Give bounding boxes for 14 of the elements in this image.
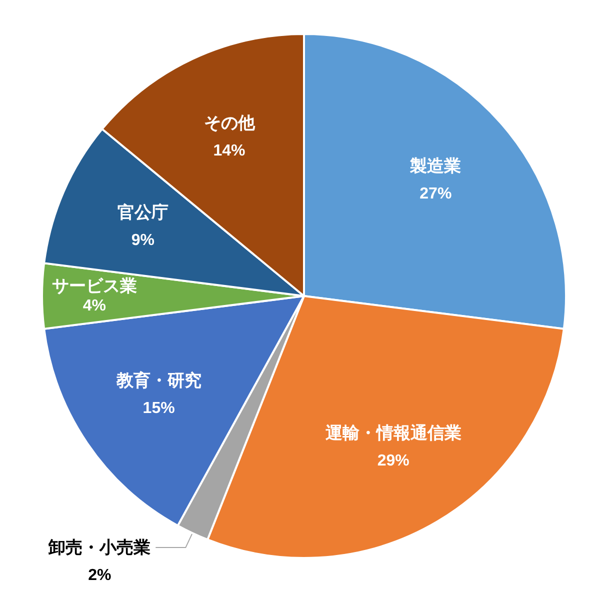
slice-label: 運輸・情報通信業 (324, 424, 462, 443)
data-label: 2% (88, 567, 112, 584)
slice-label: その他 (204, 114, 256, 133)
slice-label: 卸売・小売業 (48, 538, 151, 558)
data-label: 27% (420, 185, 452, 202)
slice-label: 教育・研究 (115, 370, 202, 390)
data-label: 29% (377, 452, 410, 470)
data-label: 4% (82, 298, 106, 314)
data-label: 15% (142, 400, 175, 418)
slice-label: 官公庁 (117, 202, 168, 222)
slice-label: サービス業 (52, 276, 137, 296)
data-label: 9% (131, 232, 154, 249)
slice-label: 製造業 (409, 156, 462, 176)
data-label: 14% (213, 142, 246, 160)
